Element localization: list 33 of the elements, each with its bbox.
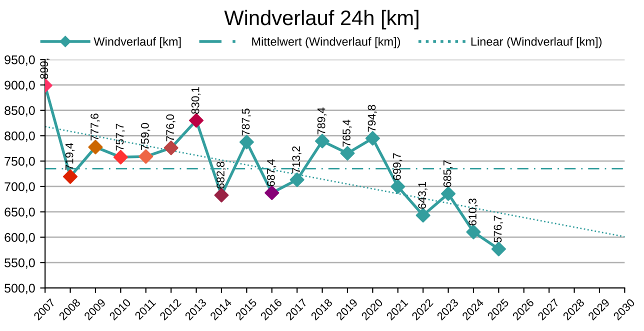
y-tick-label: 550,0	[4, 258, 35, 269]
y-tick-label: 700,0	[4, 182, 35, 193]
data-label: 789,4	[317, 108, 327, 134]
data-label: 713,2	[292, 146, 302, 174]
data-label: 765,4	[342, 120, 352, 147]
data-label: 576,7	[494, 216, 503, 243]
y-tick-label: 650,0	[4, 208, 35, 218]
data-label: 719,4	[65, 143, 75, 170]
data-label: 699,7	[392, 153, 402, 180]
y-tick-label: 950,0	[4, 55, 35, 66]
data-label: 643,1	[418, 182, 428, 209]
data-label: 685,7	[443, 160, 453, 188]
data-label: 787,5	[242, 108, 251, 136]
data-label: 899,	[40, 58, 50, 79]
y-tick-label: 750,0	[4, 156, 35, 168]
data-label: 830,1	[191, 87, 201, 114]
data-label: 794,8	[368, 104, 377, 132]
y-tick-label: 800,0	[4, 132, 35, 142]
data-label: 757,7	[116, 124, 125, 151]
legend-label: Linear (Windverlauf [km])	[471, 37, 602, 48]
data-label: 682,8	[216, 162, 226, 189]
data-label: 777,6	[90, 114, 100, 140]
y-tick-label: 900,0	[4, 80, 35, 92]
y-tick-label: 850,0	[4, 106, 35, 116]
data-label: 610,3	[468, 198, 478, 226]
data-label: 687,4	[266, 159, 276, 186]
y-tick-label: 500,0	[4, 284, 35, 294]
y-tick-label: 600,0	[4, 233, 35, 244]
data-label: 759,0	[140, 123, 150, 150]
legend-label: Mittelwert (Windverlauf [km])	[252, 37, 400, 48]
legend-label: Windverlauf [km]	[94, 37, 181, 48]
chart-title: Windverlauf 24h [km]	[224, 10, 418, 30]
data-label: 776,0	[166, 114, 176, 142]
